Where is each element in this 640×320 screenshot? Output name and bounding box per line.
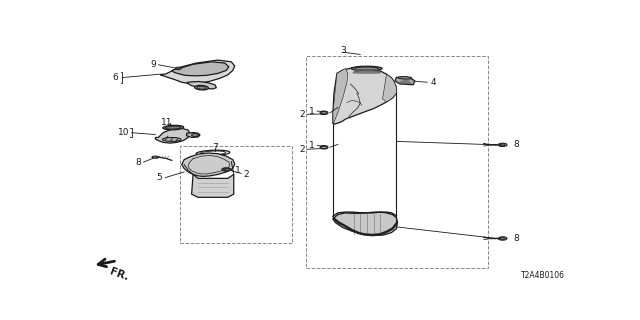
Text: 2: 2 [243, 170, 249, 179]
Polygon shape [333, 212, 397, 236]
Text: 7: 7 [212, 143, 218, 152]
Ellipse shape [355, 67, 379, 70]
Text: 1: 1 [309, 141, 315, 150]
Text: 1: 1 [235, 166, 241, 175]
Text: 8: 8 [514, 140, 519, 149]
Text: 5: 5 [157, 173, 162, 182]
Ellipse shape [351, 66, 382, 71]
Polygon shape [395, 77, 415, 85]
Ellipse shape [224, 169, 229, 171]
Polygon shape [383, 74, 396, 102]
Polygon shape [182, 153, 235, 176]
Text: 10: 10 [118, 128, 129, 137]
Polygon shape [333, 68, 348, 124]
Text: 1: 1 [309, 107, 315, 116]
Ellipse shape [322, 146, 326, 148]
Ellipse shape [197, 86, 206, 89]
Text: 8: 8 [136, 157, 141, 167]
Text: 2: 2 [300, 110, 305, 119]
Polygon shape [172, 62, 229, 76]
Text: 4: 4 [430, 78, 436, 87]
Polygon shape [187, 132, 200, 138]
Text: 11: 11 [161, 118, 173, 127]
Ellipse shape [500, 237, 505, 239]
Ellipse shape [498, 143, 507, 147]
Ellipse shape [320, 146, 328, 149]
Ellipse shape [163, 125, 184, 130]
Ellipse shape [398, 76, 412, 79]
Ellipse shape [320, 111, 328, 115]
Bar [180, 146, 292, 244]
Bar [306, 56, 488, 268]
Ellipse shape [195, 85, 209, 90]
Text: 9: 9 [150, 60, 156, 69]
Ellipse shape [175, 67, 181, 70]
Ellipse shape [152, 156, 159, 158]
Text: FR.: FR. [109, 266, 131, 282]
Polygon shape [187, 82, 216, 89]
Polygon shape [333, 68, 396, 124]
Text: 2: 2 [300, 145, 305, 154]
Polygon shape [156, 128, 190, 143]
Text: 6: 6 [113, 73, 118, 82]
Ellipse shape [322, 112, 326, 114]
Polygon shape [161, 60, 235, 83]
Ellipse shape [498, 237, 507, 240]
Ellipse shape [500, 144, 505, 146]
Text: 3: 3 [340, 46, 346, 55]
Text: 8: 8 [514, 234, 519, 243]
Ellipse shape [165, 126, 181, 129]
Ellipse shape [163, 138, 181, 141]
Text: T2A4B0106: T2A4B0106 [521, 271, 565, 280]
Polygon shape [191, 174, 234, 197]
Ellipse shape [191, 133, 198, 136]
Ellipse shape [222, 168, 231, 171]
